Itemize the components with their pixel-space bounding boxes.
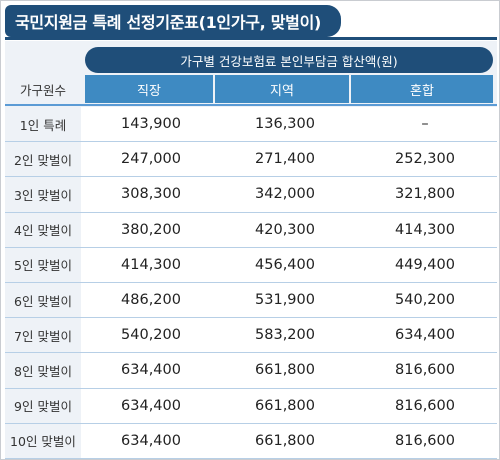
cell-regional: 136,300: [255, 116, 315, 133]
cell-mixed: 321,800: [395, 186, 455, 203]
cell-workplace: 540,200: [121, 327, 181, 344]
cell-workplace: 634,400: [121, 362, 181, 379]
cell-mixed: 540,200: [395, 292, 455, 309]
cell-workplace: 380,200: [121, 221, 181, 238]
cell-workplace: 634,400: [121, 397, 181, 414]
table-row: 9인 맞벌이 634,400 661,800 816,600: [5, 388, 497, 424]
cell-mixed: 414,300: [395, 221, 455, 238]
cell-workplace: 247,000: [121, 151, 181, 168]
cell-regional: 661,800: [255, 362, 315, 379]
cell-regional: 342,000: [255, 186, 315, 203]
cell-regional: 583,200: [255, 327, 315, 344]
table-body: 1인 특례 143,900 136,300 – 2인 맞벌이 247,000 2…: [5, 107, 497, 459]
row-label: 10인 맞벌이: [5, 423, 81, 458]
row-label: 8인 맞벌이: [5, 353, 81, 388]
row-label: 3인 맞벌이: [5, 177, 81, 212]
table-row: 8인 맞벌이 634,400 661,800 816,600: [5, 353, 497, 389]
cell-mixed: 816,600: [395, 397, 455, 414]
cell-mixed: –: [421, 116, 429, 133]
cell-regional: 531,900: [255, 292, 315, 309]
cell-regional: 661,800: [255, 397, 315, 414]
table-row: 5인 맞벌이 414,300 456,400 449,400: [5, 247, 497, 283]
cell-mixed: 816,600: [395, 362, 455, 379]
header-divider: [5, 104, 497, 106]
table-row: 10인 맞벌이 634,400 661,800 816,600: [5, 423, 497, 459]
cell-regional: 271,400: [255, 151, 315, 168]
cell-regional: 420,300: [255, 221, 315, 238]
cell-workplace: 486,200: [121, 292, 181, 309]
cell-workplace: 634,400: [121, 432, 181, 449]
table-row: 6인 맞벌이 486,200 531,900 540,200: [5, 282, 497, 319]
row-label: 1인 특례: [5, 107, 81, 142]
row-label: 9인 맞벌이: [5, 388, 81, 423]
title-banner: 국민지원금 특례 선정기준표(1인가구, 맞벌이): [5, 5, 341, 37]
column-header-regional: 지역: [215, 75, 349, 103]
table-row: 2인 맞벌이 247,000 271,400 252,300: [5, 142, 497, 178]
title-underline: [5, 37, 497, 40]
group-header-insurance-sum: 가구별 건강보험료 본인부담금 합산액(원): [85, 47, 493, 73]
cell-mixed: 634,400: [395, 327, 455, 344]
row-label: 6인 맞벌이: [5, 282, 81, 318]
row-label: 5인 맞벌이: [5, 247, 81, 282]
table-row: 3인 맞벌이 308,300 342,000 321,800: [5, 177, 497, 213]
row-label: 4인 맞벌이: [5, 212, 81, 247]
table-row: 1인 특례 143,900 136,300 –: [5, 107, 497, 143]
table-row: 7인 맞벌이 540,200 583,200 634,400: [5, 318, 497, 354]
row-label: 2인 맞벌이: [5, 142, 81, 177]
row-header-household-size: 가구원수: [19, 82, 66, 98]
cell-mixed: 252,300: [395, 151, 455, 168]
cell-workplace: 143,900: [121, 116, 181, 133]
cell-mixed: 449,400: [395, 256, 455, 273]
page-title: 국민지원금 특례 선정기준표(1인가구, 맞벌이): [15, 13, 322, 32]
cell-mixed: 816,600: [395, 432, 455, 449]
cell-workplace: 308,300: [121, 186, 181, 203]
column-header-mixed: 혼합: [351, 75, 493, 103]
cell-workplace: 414,300: [121, 256, 181, 273]
column-header-workplace: 직장: [85, 75, 213, 103]
cell-regional: 661,800: [255, 432, 315, 449]
cell-regional: 456,400: [255, 256, 315, 273]
row-label: 7인 맞벌이: [5, 318, 81, 353]
table-row: 4인 맞벌이 380,200 420,300 414,300: [5, 212, 497, 248]
